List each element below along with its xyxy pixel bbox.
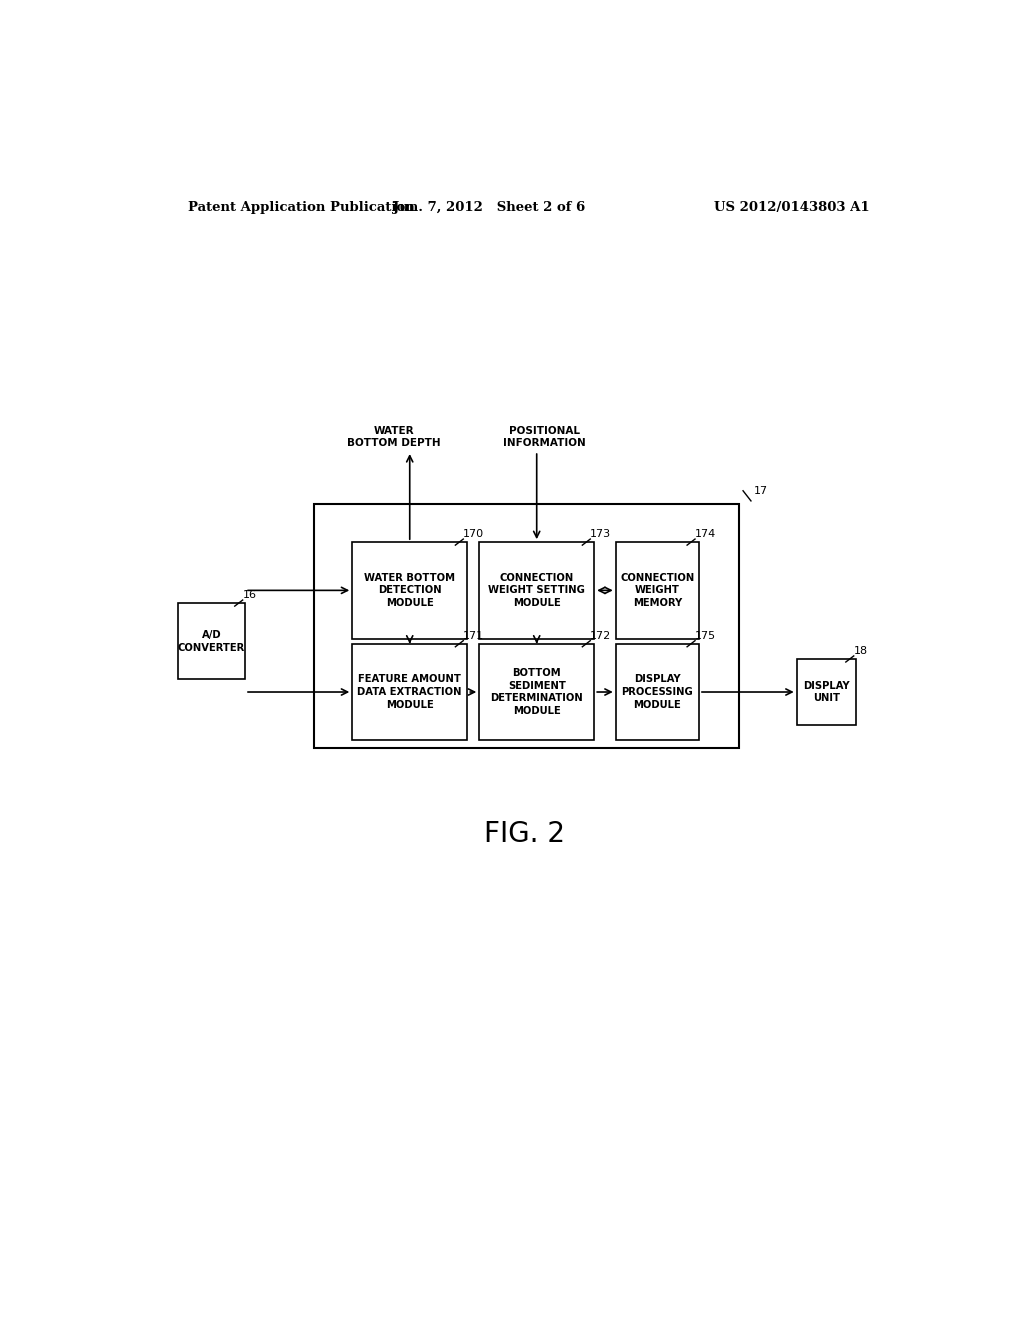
Text: US 2012/0143803 A1: US 2012/0143803 A1: [715, 201, 870, 214]
Text: FEATURE AMOUNT
DATA EXTRACTION
MODULE: FEATURE AMOUNT DATA EXTRACTION MODULE: [357, 675, 462, 710]
Text: CONNECTION
WEIGHT
MEMORY: CONNECTION WEIGHT MEMORY: [621, 573, 694, 609]
FancyBboxPatch shape: [314, 504, 739, 748]
FancyBboxPatch shape: [615, 644, 699, 741]
FancyBboxPatch shape: [615, 543, 699, 639]
Text: 170: 170: [463, 529, 484, 539]
Text: FIG. 2: FIG. 2: [484, 820, 565, 849]
Text: WATER BOTTOM
DETECTION
MODULE: WATER BOTTOM DETECTION MODULE: [365, 573, 456, 609]
Text: 175: 175: [695, 631, 716, 640]
Text: 17: 17: [754, 486, 767, 496]
Text: 18: 18: [854, 645, 868, 656]
Text: POSITIONAL
INFORMATION: POSITIONAL INFORMATION: [503, 426, 586, 447]
FancyBboxPatch shape: [479, 543, 594, 639]
Text: BOTTOM
SEDIMENT
DETERMINATION
MODULE: BOTTOM SEDIMENT DETERMINATION MODULE: [490, 668, 583, 717]
Text: DISPLAY
UNIT: DISPLAY UNIT: [803, 681, 850, 704]
Text: 16: 16: [243, 590, 257, 601]
FancyBboxPatch shape: [797, 659, 856, 725]
Text: 174: 174: [695, 529, 716, 539]
FancyBboxPatch shape: [352, 644, 467, 741]
Text: DISPLAY
PROCESSING
MODULE: DISPLAY PROCESSING MODULE: [622, 675, 693, 710]
FancyBboxPatch shape: [479, 644, 594, 741]
Text: 171: 171: [463, 631, 484, 640]
Text: Patent Application Publication: Patent Application Publication: [187, 201, 415, 214]
Text: Jun. 7, 2012   Sheet 2 of 6: Jun. 7, 2012 Sheet 2 of 6: [393, 201, 585, 214]
FancyBboxPatch shape: [177, 603, 245, 680]
Text: A/D
CONVERTER: A/D CONVERTER: [178, 630, 245, 652]
Text: 172: 172: [590, 631, 611, 640]
Text: 173: 173: [590, 529, 611, 539]
FancyBboxPatch shape: [352, 543, 467, 639]
Text: WATER
BOTTOM DEPTH: WATER BOTTOM DEPTH: [347, 426, 440, 447]
Text: CONNECTION
WEIGHT SETTING
MODULE: CONNECTION WEIGHT SETTING MODULE: [488, 573, 585, 609]
